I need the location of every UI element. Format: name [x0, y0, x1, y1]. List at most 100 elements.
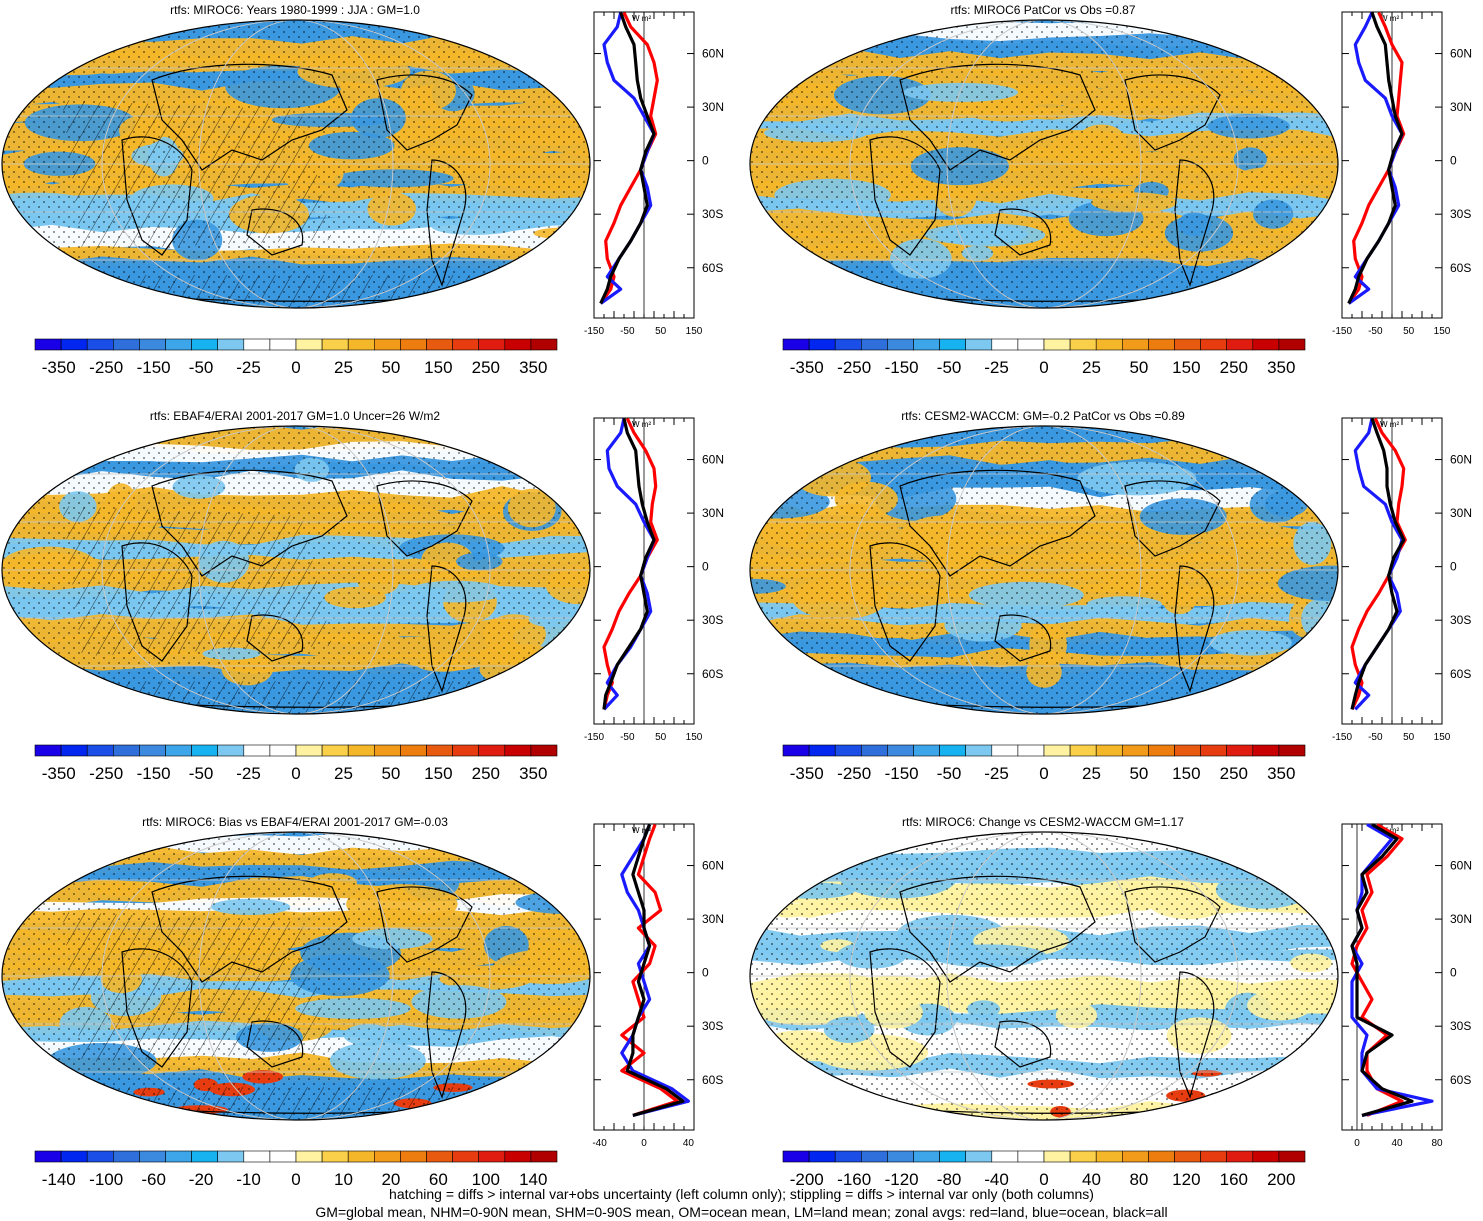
colorbar-label: -80 — [937, 1170, 962, 1189]
colorbar-swatch — [504, 744, 532, 757]
colorbar-swatch — [808, 338, 836, 351]
colorbar-swatch — [321, 338, 349, 351]
hatch-overlay — [62, 100, 332, 250]
colorbar-swatch — [1043, 338, 1071, 351]
panel-title: rtfs: MIROC6: Bias vs EBAF4/ERAI 2001-20… — [142, 815, 448, 829]
colorbar-swatch — [861, 1150, 888, 1163]
footnote-line2: GM=global mean, NHM=0-90N mean, SHM=0-90… — [315, 1204, 1168, 1220]
colorbar-swatch — [34, 338, 62, 351]
colorbar-label: 40 — [1082, 1170, 1101, 1189]
colorbar-swatch — [1278, 744, 1306, 757]
lat-tick-label: 30S — [702, 1019, 723, 1033]
colorbar-label: -350 — [790, 358, 824, 377]
colorbar-swatch — [1226, 744, 1254, 757]
colorbar-swatch — [1148, 1150, 1175, 1163]
colorbar-swatch — [165, 1150, 192, 1163]
colorbar-swatch — [426, 1150, 453, 1163]
colorbar-swatch — [913, 744, 940, 757]
colorbar-label: -140 — [42, 1170, 76, 1189]
colorbar-swatch — [834, 338, 862, 351]
colorbar-label: -350 — [42, 764, 76, 783]
colorbar-swatch — [139, 744, 166, 757]
x-tick-label: 40 — [1391, 1138, 1403, 1149]
x-tick-label: -150 — [1332, 326, 1352, 337]
colorbar-swatch — [347, 744, 375, 757]
colorbar-swatch — [1121, 338, 1149, 351]
colorbar-swatch — [1017, 1150, 1045, 1163]
colorbar-label: -150 — [137, 764, 171, 783]
series-line-land — [1350, 417, 1407, 711]
colorbar-label: -25 — [236, 764, 261, 783]
graticule — [946, 426, 1142, 714]
series-line-ocean — [602, 418, 656, 711]
colorbar-swatch — [1252, 744, 1280, 757]
colorbar: -350 -250 -150 -50 -25 0 25 50 150 250 350 — [34, 338, 558, 377]
colorbar-swatch — [1043, 744, 1071, 757]
colorbar-swatch — [426, 338, 453, 351]
panel-1: rtfs: MIROC6: Years 1980-1999 : JJA : GM… — [1, 3, 724, 377]
colorbar-swatch — [965, 338, 993, 351]
panel-3: rtfs: EBAF4/ERAI 2001-2017 GM=1.0 Uncer=… — [1, 409, 724, 783]
lat-tick-label: 30S — [1450, 613, 1471, 627]
colorbar-swatch — [295, 744, 323, 757]
colorbar-swatch — [939, 338, 967, 351]
lat-tick-label: 0 — [702, 154, 709, 168]
colorbar-label: 350 — [1267, 764, 1295, 783]
colorbar-label: 0 — [291, 764, 300, 783]
lat-tick-label: 60S — [702, 261, 723, 275]
colorbar-swatch — [1121, 744, 1149, 757]
x-tick-label: 50 — [1403, 732, 1415, 743]
panel-2: rtfs: MIROC6 PatCor vs Obs =0.87-350 -250… — [749, 3, 1472, 377]
map-field — [750, 832, 1338, 1120]
colorbar-swatch — [86, 744, 114, 757]
colorbar-swatch — [1095, 1150, 1123, 1163]
colorbar-swatch — [34, 1150, 62, 1163]
colorbar-label: 0 — [1039, 358, 1048, 377]
lat-tick-label: 30N — [1450, 506, 1472, 520]
colorbar-swatch — [861, 744, 888, 757]
zonal-mean-plot: W m² 60N 30N 0 30S 60S -40 0 40 — [592, 823, 724, 1149]
series-line-land — [602, 417, 659, 710]
colorbar-label: -20 — [189, 1170, 214, 1189]
colorbar-label: 250 — [1220, 358, 1248, 377]
hatch-overlay — [62, 506, 332, 656]
colorbar-label: -200 — [790, 1170, 824, 1189]
colorbar-swatch — [452, 338, 480, 351]
series-line-all — [602, 418, 656, 710]
colorbar-swatch — [269, 338, 297, 351]
x-tick-label: 150 — [1434, 732, 1451, 743]
colorbar-swatch — [1252, 1150, 1280, 1163]
x-tick-label: 50 — [655, 326, 667, 337]
colorbar-label: 160 — [1220, 1170, 1248, 1189]
colorbar-swatch — [243, 1150, 271, 1163]
lat-tick-label: 60S — [1450, 667, 1471, 681]
colorbar-swatch — [1200, 744, 1228, 757]
panel-title: rtfs: MIROC6: Years 1980-1999 : JJA : GM… — [170, 3, 420, 17]
colorbar: -140 -100 -60 -20 -10 0 10 20 60 100 140 — [34, 1150, 558, 1189]
field-blob — [822, 1098, 857, 1111]
x-tick-label: -50 — [620, 732, 635, 743]
colorbar-label: 150 — [424, 764, 452, 783]
graticule — [198, 20, 394, 308]
colorbar-label: 25 — [1082, 764, 1101, 783]
x-tick-label: 50 — [1403, 326, 1415, 337]
series-line-all — [1350, 823, 1414, 1117]
colorbar-label: -160 — [837, 1170, 871, 1189]
colorbar-swatch — [1278, 1150, 1306, 1163]
unit-label: W m² — [632, 826, 651, 835]
colorbar-swatch — [913, 338, 940, 351]
colorbar-label: 50 — [381, 358, 400, 377]
colorbar-swatch — [913, 1150, 940, 1163]
colorbar-swatch — [86, 1150, 114, 1163]
colorbar-swatch — [939, 744, 967, 757]
colorbar-swatch — [1200, 1150, 1228, 1163]
x-tick-label: -50 — [620, 326, 635, 337]
colorbar-swatch — [1095, 744, 1123, 757]
map-border — [1, 425, 591, 715]
colorbar-swatch — [347, 1150, 375, 1163]
series-line-ocean — [1353, 418, 1404, 711]
map — [749, 425, 1339, 715]
map-border — [1, 19, 591, 309]
series-line-all — [1347, 11, 1404, 305]
colorbar-label: -150 — [137, 358, 171, 377]
